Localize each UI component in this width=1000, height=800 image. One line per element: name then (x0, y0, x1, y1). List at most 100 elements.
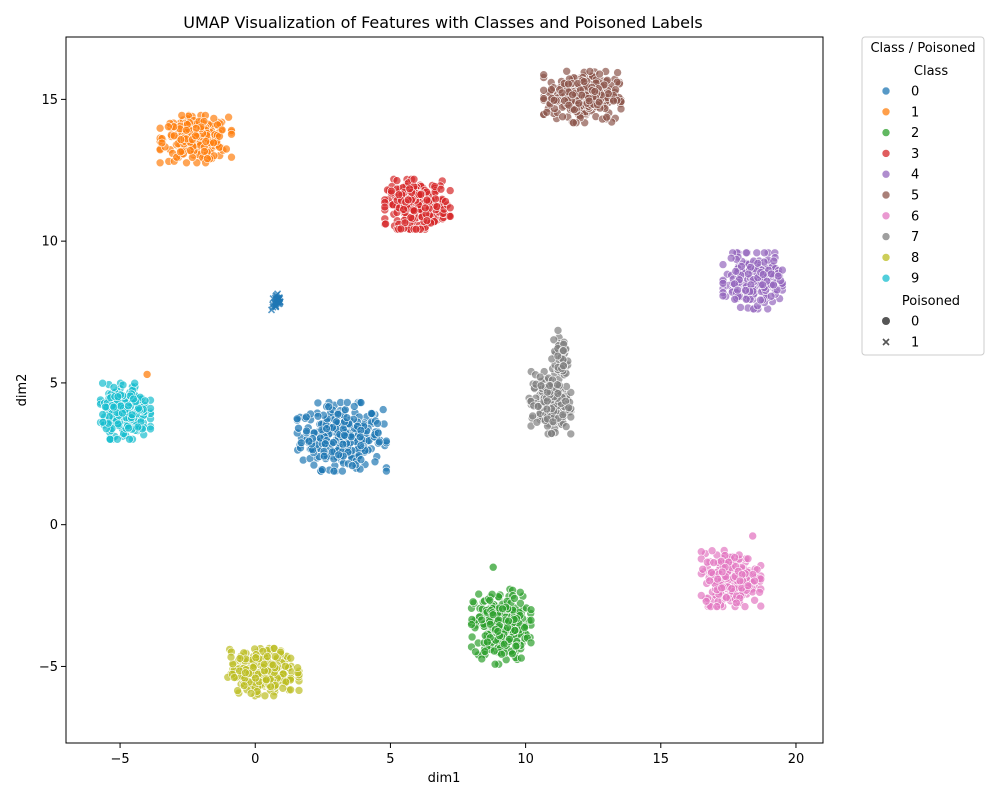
data-point (483, 637, 492, 647)
data-point (436, 184, 446, 194)
data-point (562, 382, 571, 391)
series-class-6 (696, 546, 766, 611)
data-point (349, 402, 359, 411)
series-class-9 (96, 378, 155, 444)
data-point-poisoned (269, 294, 277, 303)
data-point (118, 408, 127, 418)
data-point (707, 568, 716, 577)
data-point (101, 402, 110, 412)
data-point (124, 423, 133, 433)
data-point (696, 591, 706, 600)
data-point (113, 434, 122, 444)
data-point (294, 686, 304, 695)
data-point (743, 581, 753, 591)
data-point (226, 652, 236, 662)
data-point (526, 605, 536, 615)
data-point (278, 683, 288, 693)
x-tick-label: 0 (251, 752, 259, 767)
data-point (125, 434, 134, 444)
data-point (526, 615, 536, 625)
data-point (422, 216, 432, 225)
data-point (717, 583, 726, 593)
data-point (400, 218, 410, 228)
data-point (263, 652, 272, 661)
data-point (536, 381, 546, 391)
data-point (378, 405, 388, 414)
data-point (261, 675, 271, 685)
legend-entry-class-5: 5 (881, 189, 919, 204)
data-point (224, 112, 233, 122)
data-point (701, 596, 711, 606)
legend-marker (881, 169, 891, 179)
data-point (105, 434, 115, 444)
legend-label: 7 (911, 230, 919, 245)
data-point (613, 68, 622, 77)
data-point (338, 466, 347, 476)
data-point (756, 295, 765, 305)
data-point (766, 291, 776, 301)
data-point (146, 424, 155, 434)
legend-marker (881, 190, 891, 200)
data-point (528, 411, 538, 421)
data-point (302, 426, 311, 436)
data-point (558, 112, 567, 121)
data-point (741, 294, 751, 304)
data-point (760, 248, 769, 258)
data-point (222, 144, 231, 154)
data-point (394, 190, 404, 199)
data-point (347, 461, 357, 470)
data-point (432, 202, 442, 211)
legend-marker (881, 149, 891, 158)
data-point (177, 111, 187, 120)
data-point (373, 419, 382, 428)
data-point (553, 351, 563, 361)
data-point (441, 197, 450, 206)
data-point (309, 460, 319, 470)
data-point (545, 381, 554, 390)
data-point (542, 108, 552, 117)
data-point (259, 659, 269, 669)
legend-label: 0 (911, 315, 919, 330)
data-point (269, 691, 279, 701)
x-tick-label: 20 (788, 752, 805, 767)
data-point (392, 176, 402, 185)
legend-entry-class-8: 8 (881, 251, 919, 266)
data-point (603, 89, 613, 98)
data-point (564, 100, 574, 110)
data-point (201, 137, 211, 146)
data-point (445, 186, 455, 195)
data-point (217, 125, 227, 135)
data-point (553, 380, 562, 390)
data-point (367, 409, 376, 418)
data-point (338, 439, 348, 449)
data-point (510, 626, 520, 635)
data-point (696, 547, 706, 557)
data-point (504, 616, 513, 626)
data-point (191, 124, 201, 133)
data-point (130, 378, 139, 388)
x-tick-label: 10 (517, 752, 534, 767)
data-point (416, 190, 426, 199)
legend-label: 1 (911, 105, 919, 120)
data-point-outlier (748, 531, 758, 541)
data-point (320, 439, 330, 449)
data-point (292, 414, 302, 424)
data-point (329, 438, 338, 447)
data-point (569, 118, 578, 127)
data-point (251, 653, 261, 663)
data-point (735, 576, 745, 586)
data-point (409, 175, 419, 184)
y-tick-label: 15 (41, 93, 58, 108)
data-point (548, 417, 558, 427)
data-point (579, 77, 589, 86)
data-point (562, 67, 572, 76)
data-point (498, 604, 507, 614)
data-point (155, 123, 165, 133)
data-point (559, 361, 568, 371)
data-point (467, 632, 477, 642)
data-point (98, 410, 107, 419)
data-point (726, 253, 736, 263)
data-point (731, 266, 741, 276)
data-point (542, 396, 552, 406)
legend-marker (881, 253, 891, 262)
